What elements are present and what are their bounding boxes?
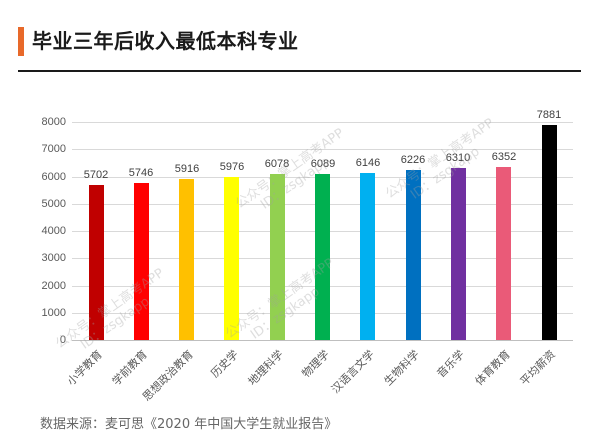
bar [270, 174, 285, 340]
bar-value-label: 6226 [400, 154, 426, 166]
y-axis-tick-label: 2000 [41, 280, 66, 292]
bar [360, 173, 375, 340]
bar-value-label: 6146 [355, 157, 381, 169]
title-divider [18, 70, 581, 72]
title-accent-bar [18, 27, 24, 56]
bar [89, 185, 104, 340]
x-axis-category-label: 地理科学 [245, 347, 286, 389]
watermark: 公众号：掌上高考APP ID：zsgkapp [233, 126, 356, 224]
y-axis-tick-label: 6000 [41, 171, 66, 183]
bar [315, 174, 330, 340]
watermark: 公众号：掌上高考APP ID：zsgkapp [53, 266, 176, 364]
bar [179, 179, 194, 340]
y-axis-tick-label: 5000 [41, 198, 66, 210]
gridline [72, 149, 573, 150]
x-axis-category-label: 生物科学 [381, 347, 422, 389]
watermark-line: ID：zsgkapp [258, 154, 333, 213]
gridline [72, 122, 573, 123]
bar [451, 168, 466, 340]
bar-value-label: 7881 [536, 109, 562, 121]
x-axis-category-label: 学前教育 [109, 347, 150, 389]
y-axis-tick-label: 4000 [41, 225, 66, 237]
bar-value-label: 6352 [491, 151, 517, 163]
x-axis-category-label: 物理学 [299, 347, 332, 381]
bar-value-label: 5916 [174, 163, 200, 175]
bar-value-label: 5746 [128, 167, 154, 179]
bar [496, 167, 511, 340]
bar-value-label: 6078 [264, 158, 290, 170]
y-axis-tick-label: 1000 [41, 307, 66, 319]
y-axis-tick-label: 0 [59, 334, 66, 346]
bar-value-label: 6089 [310, 158, 336, 170]
y-axis-tick-label: 8000 [41, 116, 66, 128]
x-axis-category-label: 体育教育 [472, 347, 513, 389]
y-axis-tick-label: 3000 [41, 252, 66, 264]
watermark-line: ID：zsgkapp [78, 294, 153, 353]
x-axis-category-label: 历史学 [208, 347, 241, 381]
bar [406, 170, 421, 340]
page-title: 毕业三年后收入最低本科专业 [32, 29, 299, 53]
x-axis-category-label: 小学教育 [64, 347, 105, 389]
gridline [72, 340, 573, 341]
bar-value-label: 6310 [445, 152, 471, 164]
bar-value-label: 5702 [83, 169, 109, 181]
data-source-note: 数据来源：麦可思《2020 年中国大学生就业报告》 [40, 417, 338, 432]
x-axis-category-label: 汉语言文学 [328, 347, 377, 396]
x-axis-category-label: 音乐学 [434, 347, 467, 381]
x-axis-category-label: 平均薪资 [517, 347, 558, 389]
y-axis-tick-label: 7000 [41, 143, 66, 155]
bar-value-label: 5976 [219, 161, 245, 173]
bar [224, 177, 239, 340]
watermark-line: 公众号：掌上高考APP [53, 265, 167, 352]
bar [134, 183, 149, 340]
bar [542, 125, 557, 340]
